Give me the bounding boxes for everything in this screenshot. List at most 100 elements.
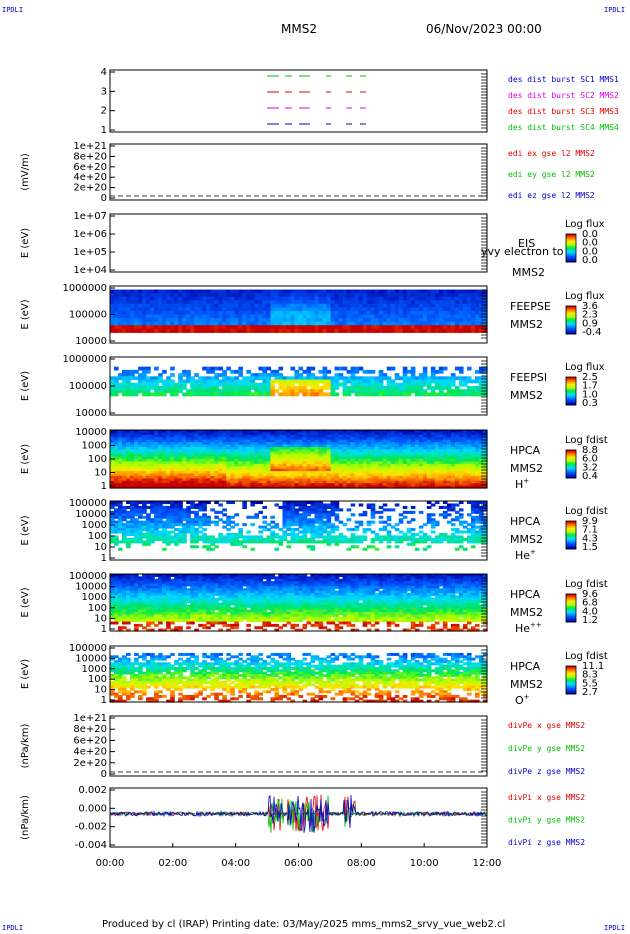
spectrogram-cell: [202, 466, 207, 470]
spectrogram-cell: [298, 451, 304, 455]
spectrogram-cell: [206, 518, 211, 522]
spectrogram-cell: [218, 461, 223, 465]
spectrogram-cell: [306, 468, 312, 472]
spectrogram-cell: [430, 444, 436, 448]
spectrogram-cell: [202, 518, 207, 522]
spectrogram-cell: [394, 463, 400, 467]
spectrogram-cell: [234, 475, 239, 479]
spectrogram-cell: [170, 449, 175, 453]
spectrogram-cell: [434, 430, 440, 434]
spectrogram-cell: [170, 442, 175, 446]
spectrogram-cell: [286, 296, 292, 301]
spectrogram-cell: [194, 520, 199, 524]
spectrogram-cell: [230, 483, 235, 487]
spectrogram-cell: [470, 480, 476, 484]
spectrogram-cell: [242, 446, 247, 450]
spectrogram-cell: [114, 525, 119, 529]
spectrogram-cell: [174, 523, 179, 527]
spectrogram-cell: [362, 430, 368, 434]
spectrogram-cell: [282, 463, 288, 467]
spectrogram-cell: [226, 392, 231, 397]
spectrogram-cell: [114, 366, 119, 371]
spectrogram-cell: [198, 515, 203, 519]
spectrogram-cell: [474, 456, 480, 460]
spectrogram-cell: [338, 303, 344, 308]
spectrogram-cell: [158, 503, 163, 507]
spectrogram-cell: [386, 483, 392, 487]
spectrogram-cell: [174, 508, 179, 512]
spectrogram-cell: [346, 439, 352, 443]
spectrogram-cell: [238, 439, 243, 443]
spectrogram-cell: [454, 325, 460, 330]
spectrogram-cell: [242, 310, 247, 316]
spectrogram-cell: [262, 321, 268, 326]
spectrogram-cell: [146, 318, 151, 323]
spectrogram-cell: [198, 293, 203, 298]
spectrogram-cell: [398, 386, 404, 390]
colorbar-cell: [566, 385, 576, 387]
spectrogram-cell: [218, 389, 223, 394]
spectrogram-cell: [334, 437, 340, 441]
spectrogram-cell: [470, 386, 476, 390]
spectrogram-cell: [338, 483, 344, 487]
spectrogram-cell: [118, 510, 123, 514]
spectrogram-cell: [130, 389, 135, 394]
spectrogram-cell: [210, 376, 215, 381]
spectrogram-cell: [154, 328, 159, 333]
spectrogram-cell: [198, 456, 203, 460]
spectrogram-cell: [254, 289, 259, 294]
instrument-label: FEEPSI: [510, 371, 547, 384]
colorbar-tick: 0.0: [582, 238, 598, 249]
spectrogram-cell: [262, 434, 268, 438]
spectrogram-cell: [182, 528, 187, 532]
spectrogram-cell: [222, 535, 227, 539]
y-tick-label: 1: [101, 481, 107, 492]
spectrogram-cell: [358, 296, 364, 301]
spectrogram-cell: [234, 444, 239, 448]
spectrogram-cell: [162, 530, 167, 534]
spectrogram-cell: [242, 318, 247, 323]
spectrogram-cell: [126, 540, 131, 544]
spectrogram-cell: [294, 501, 300, 505]
spectrogram-cell: [426, 314, 432, 319]
spectrogram-cell: [190, 382, 195, 387]
spectrogram-cell: [406, 461, 412, 465]
spectrogram-cell: [478, 451, 484, 455]
spectrogram-cell: [358, 449, 364, 453]
spectrogram-cell: [454, 318, 460, 323]
spectrogram-cell: [178, 510, 183, 514]
spectrogram-cell: [186, 392, 191, 397]
spectrogram-cell: [370, 456, 376, 460]
spectrogram-cell: [426, 300, 432, 305]
spectrogram-cell: [282, 379, 288, 384]
spectrogram-cell: [422, 321, 428, 326]
spectrogram-cell: [418, 473, 424, 477]
spectrogram-cell: [386, 451, 392, 455]
spectrogram-cell: [214, 293, 219, 298]
spectrogram-cell: [258, 535, 264, 539]
spectrogram-cell: [186, 454, 191, 458]
spectrogram-cell: [186, 376, 191, 381]
spectrogram-cell: [482, 379, 488, 384]
spectrogram-cell: [226, 376, 231, 381]
spectrogram-cell: [402, 366, 408, 371]
spectrogram-cell: [254, 471, 259, 475]
spectrogram-cell: [118, 307, 123, 312]
spectrogram-cell: [406, 459, 412, 463]
spectrogram-cell: [278, 325, 284, 330]
spectrogram-cell: [190, 471, 195, 475]
spectrogram-cell: [450, 463, 456, 467]
spectrogram-cell: [182, 307, 187, 312]
spectrogram-cell: [458, 307, 464, 312]
spectrogram-cell: [206, 296, 211, 301]
spectrogram-cell: [466, 461, 472, 465]
spectrogram-cell: [266, 454, 272, 458]
spectrogram-cell: [426, 296, 432, 301]
spectrogram-cell: [474, 376, 480, 381]
spectrogram-cell: [330, 468, 336, 472]
colorbar-tick: 3.2: [582, 462, 598, 473]
spectrogram-cell: [118, 513, 123, 517]
spectrogram-cell: [226, 523, 231, 527]
spectrogram-cell: [238, 444, 243, 448]
spectrogram-cell: [334, 454, 340, 458]
